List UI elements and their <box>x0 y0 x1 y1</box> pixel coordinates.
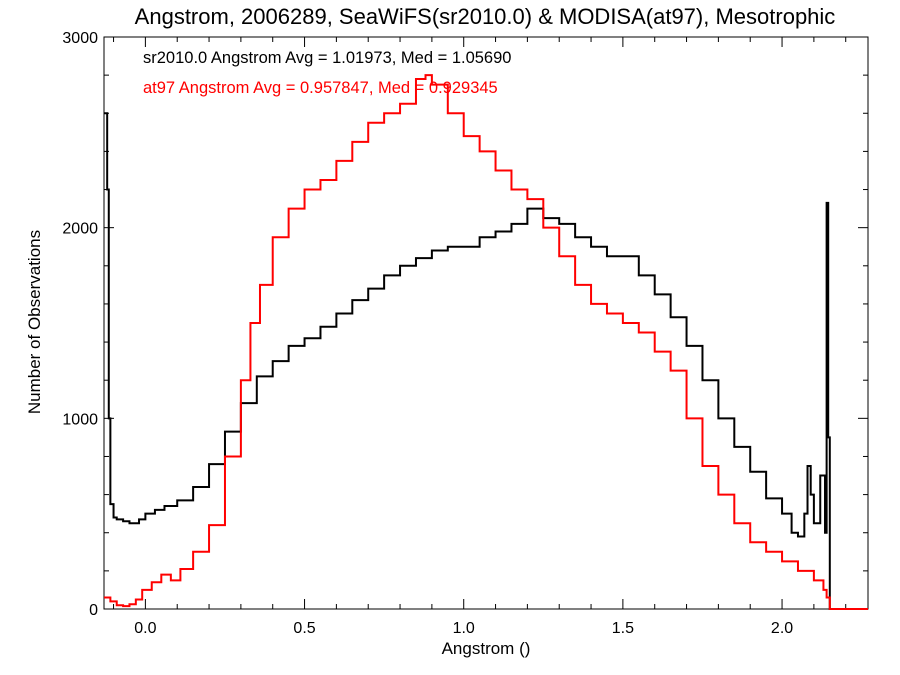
x-tick-label: 0.5 <box>293 620 315 637</box>
x-tick-label: 1.5 <box>612 620 634 637</box>
plot-frame <box>103 36 869 610</box>
y-tick-label: 3000 <box>62 30 98 47</box>
y-tick-label: 0 <box>89 602 98 619</box>
axis-ticks <box>104 36 868 610</box>
y-axis-label: Number of Observations <box>25 230 44 414</box>
x-tick-label: 2.0 <box>771 620 793 637</box>
series-line-at97 <box>104 74 868 610</box>
x-tick-label: 0.0 <box>134 620 156 637</box>
x-tick-label: 1.0 <box>453 620 475 637</box>
chart-title: Angstrom, 2006289, SeaWiFS(sr2010.0) & M… <box>135 4 836 29</box>
y-tick-label: 2000 <box>62 221 98 238</box>
series-layer <box>104 74 868 610</box>
series-line-sr2010 <box>104 112 868 610</box>
annotation-sr2010: sr2010.0 Angstrom Avg = 1.01973, Med = 1… <box>143 49 511 67</box>
x-axis-label: Angstrom () <box>442 639 531 658</box>
y-tick-label: 1000 <box>62 411 98 428</box>
axis-tick-labels: 0.0 0.5 1.0 1.5 2.0 0 1000 2000 3000 <box>62 30 793 637</box>
annotation-at97: at97 Angstrom Avg = 0.957847, Med = 0.92… <box>143 79 498 97</box>
